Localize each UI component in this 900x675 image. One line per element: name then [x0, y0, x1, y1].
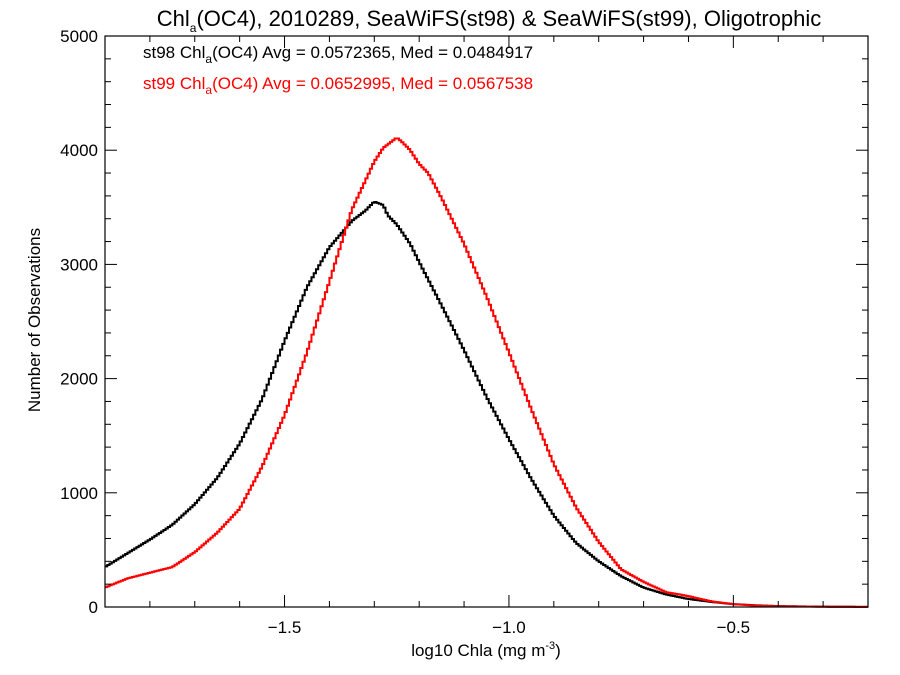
chart-title: Chla(OC4), 2010289, SeaWiFS(st98) & SeaW…: [157, 6, 822, 35]
x-tick-label: −1.0: [492, 618, 526, 637]
plot-frame: [104, 35, 869, 608]
title-subscript: a: [190, 21, 197, 35]
series-layer: [105, 137, 868, 608]
axes: 0 1000 2000 3000 4000 5000 −1.5 −1.0 −0.5: [60, 27, 869, 637]
y-tick-label: 1000: [60, 484, 98, 503]
y-axis-label: Number of Observations: [25, 228, 44, 412]
series-st98-line: [105, 201, 868, 608]
x-tick-label: −1.5: [268, 618, 302, 637]
y-tick-label: 5000: [60, 27, 98, 46]
y-tick-label: 2000: [60, 370, 98, 389]
series-st99-line: [105, 137, 868, 608]
x-tick-label: −0.5: [717, 618, 751, 637]
y-tick-label: 4000: [60, 141, 98, 160]
y-tick-label: 0: [89, 598, 98, 617]
title-rest: (OC4), 2010289, SeaWiFS(st98) & SeaWiFS(…: [196, 6, 821, 31]
y-tick-label: 3000: [60, 255, 98, 274]
st98-stats-annotation: st98 Chla(OC4) Avg = 0.0572365, Med = 0.…: [143, 43, 533, 66]
title-main: Chl: [157, 6, 190, 31]
x-axis-label: log10 Chla (mg m-3): [411, 640, 561, 660]
st99-stats-annotation: st99 Chla(OC4) Avg = 0.0652995, Med = 0.…: [143, 74, 533, 97]
